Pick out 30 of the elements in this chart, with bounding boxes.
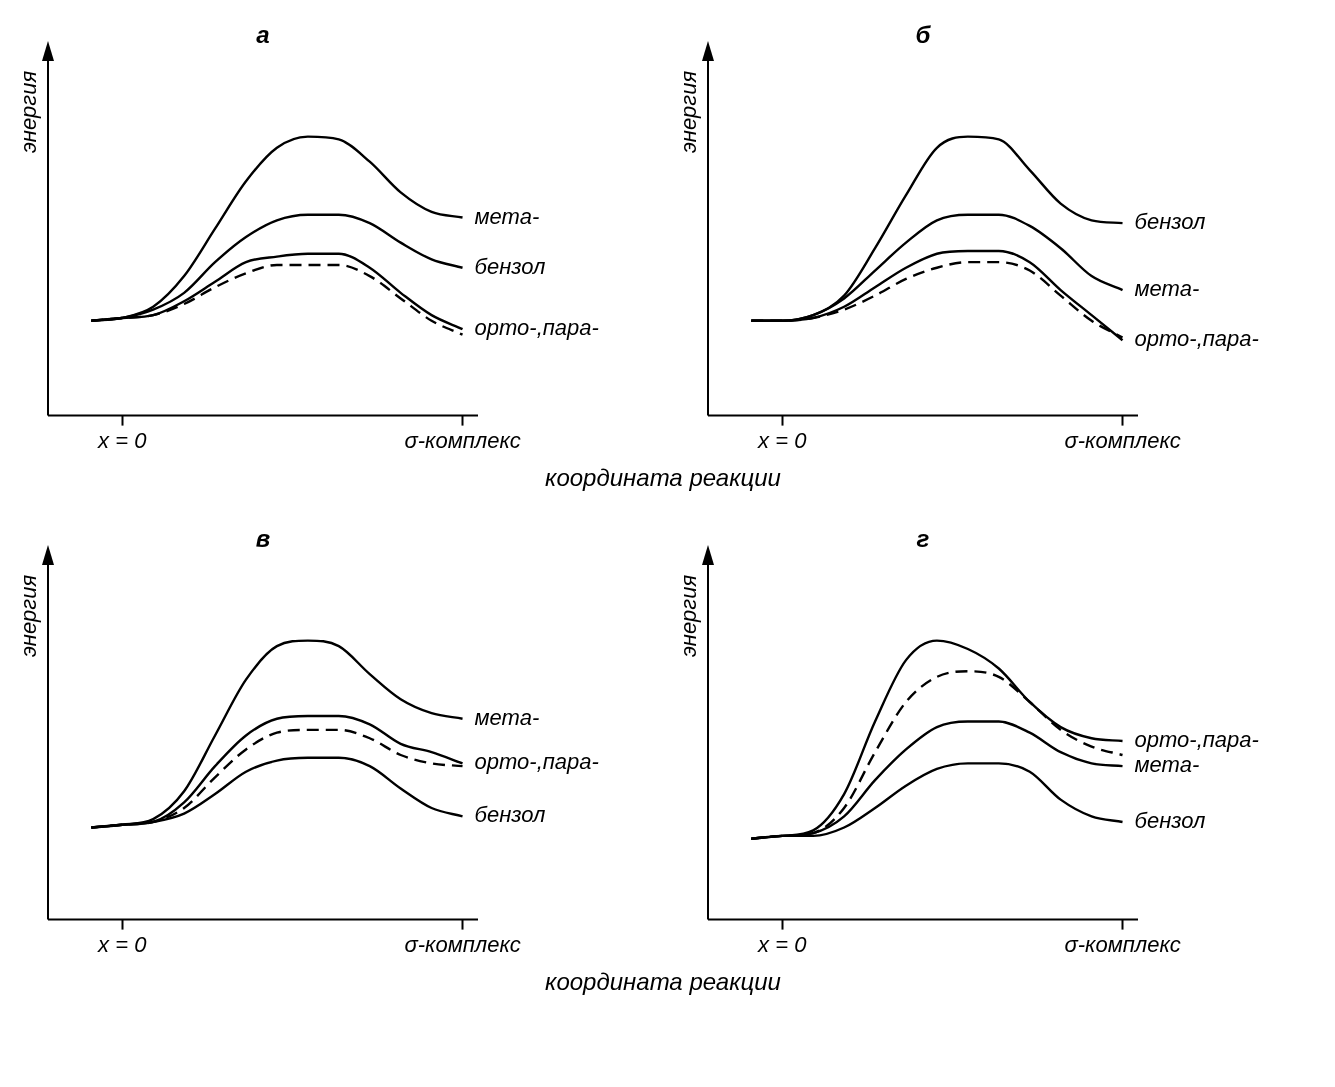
chart-title: а <box>256 21 270 49</box>
series-label: бензол <box>474 802 546 828</box>
chart-title: г <box>916 525 930 553</box>
series-label: орто-,пара- <box>1134 326 1259 352</box>
x-tick-label: x = 0 <box>757 427 808 453</box>
x-tick-label: x = 0 <box>97 427 148 453</box>
y-axis-title: энергия <box>676 574 702 658</box>
chart-title: б <box>915 21 932 49</box>
x-tick-label: σ-комплекс <box>1064 931 1181 957</box>
series-label: бензол <box>1134 808 1206 834</box>
x-tick-label: σ-комплекс <box>404 931 521 957</box>
x-tick-label: x = 0 <box>757 931 808 957</box>
series-label: бензол <box>474 253 546 279</box>
series-label: мета- <box>474 704 540 730</box>
x-axis-title: координата реакции <box>544 464 782 492</box>
series-label: орто-,пара- <box>474 315 599 341</box>
series-label: орто-,пара- <box>474 749 599 775</box>
y-axis-title: энергия <box>16 70 42 154</box>
series-label: мета- <box>474 203 540 229</box>
series-label: бензол <box>1134 209 1206 235</box>
x-axis-title: координата реакции <box>544 968 782 996</box>
series-label: мета- <box>1134 752 1200 778</box>
x-tick-label: σ-комплекс <box>404 427 521 453</box>
x-tick-label: x = 0 <box>97 931 148 957</box>
series-label: орто-,пара- <box>1134 727 1259 753</box>
x-tick-label: σ-комплекс <box>1064 427 1181 453</box>
chart-title: в <box>255 525 271 553</box>
y-axis-title: энергия <box>676 70 702 154</box>
series-label: мета- <box>1134 276 1200 302</box>
y-axis-title: энергия <box>16 574 42 658</box>
